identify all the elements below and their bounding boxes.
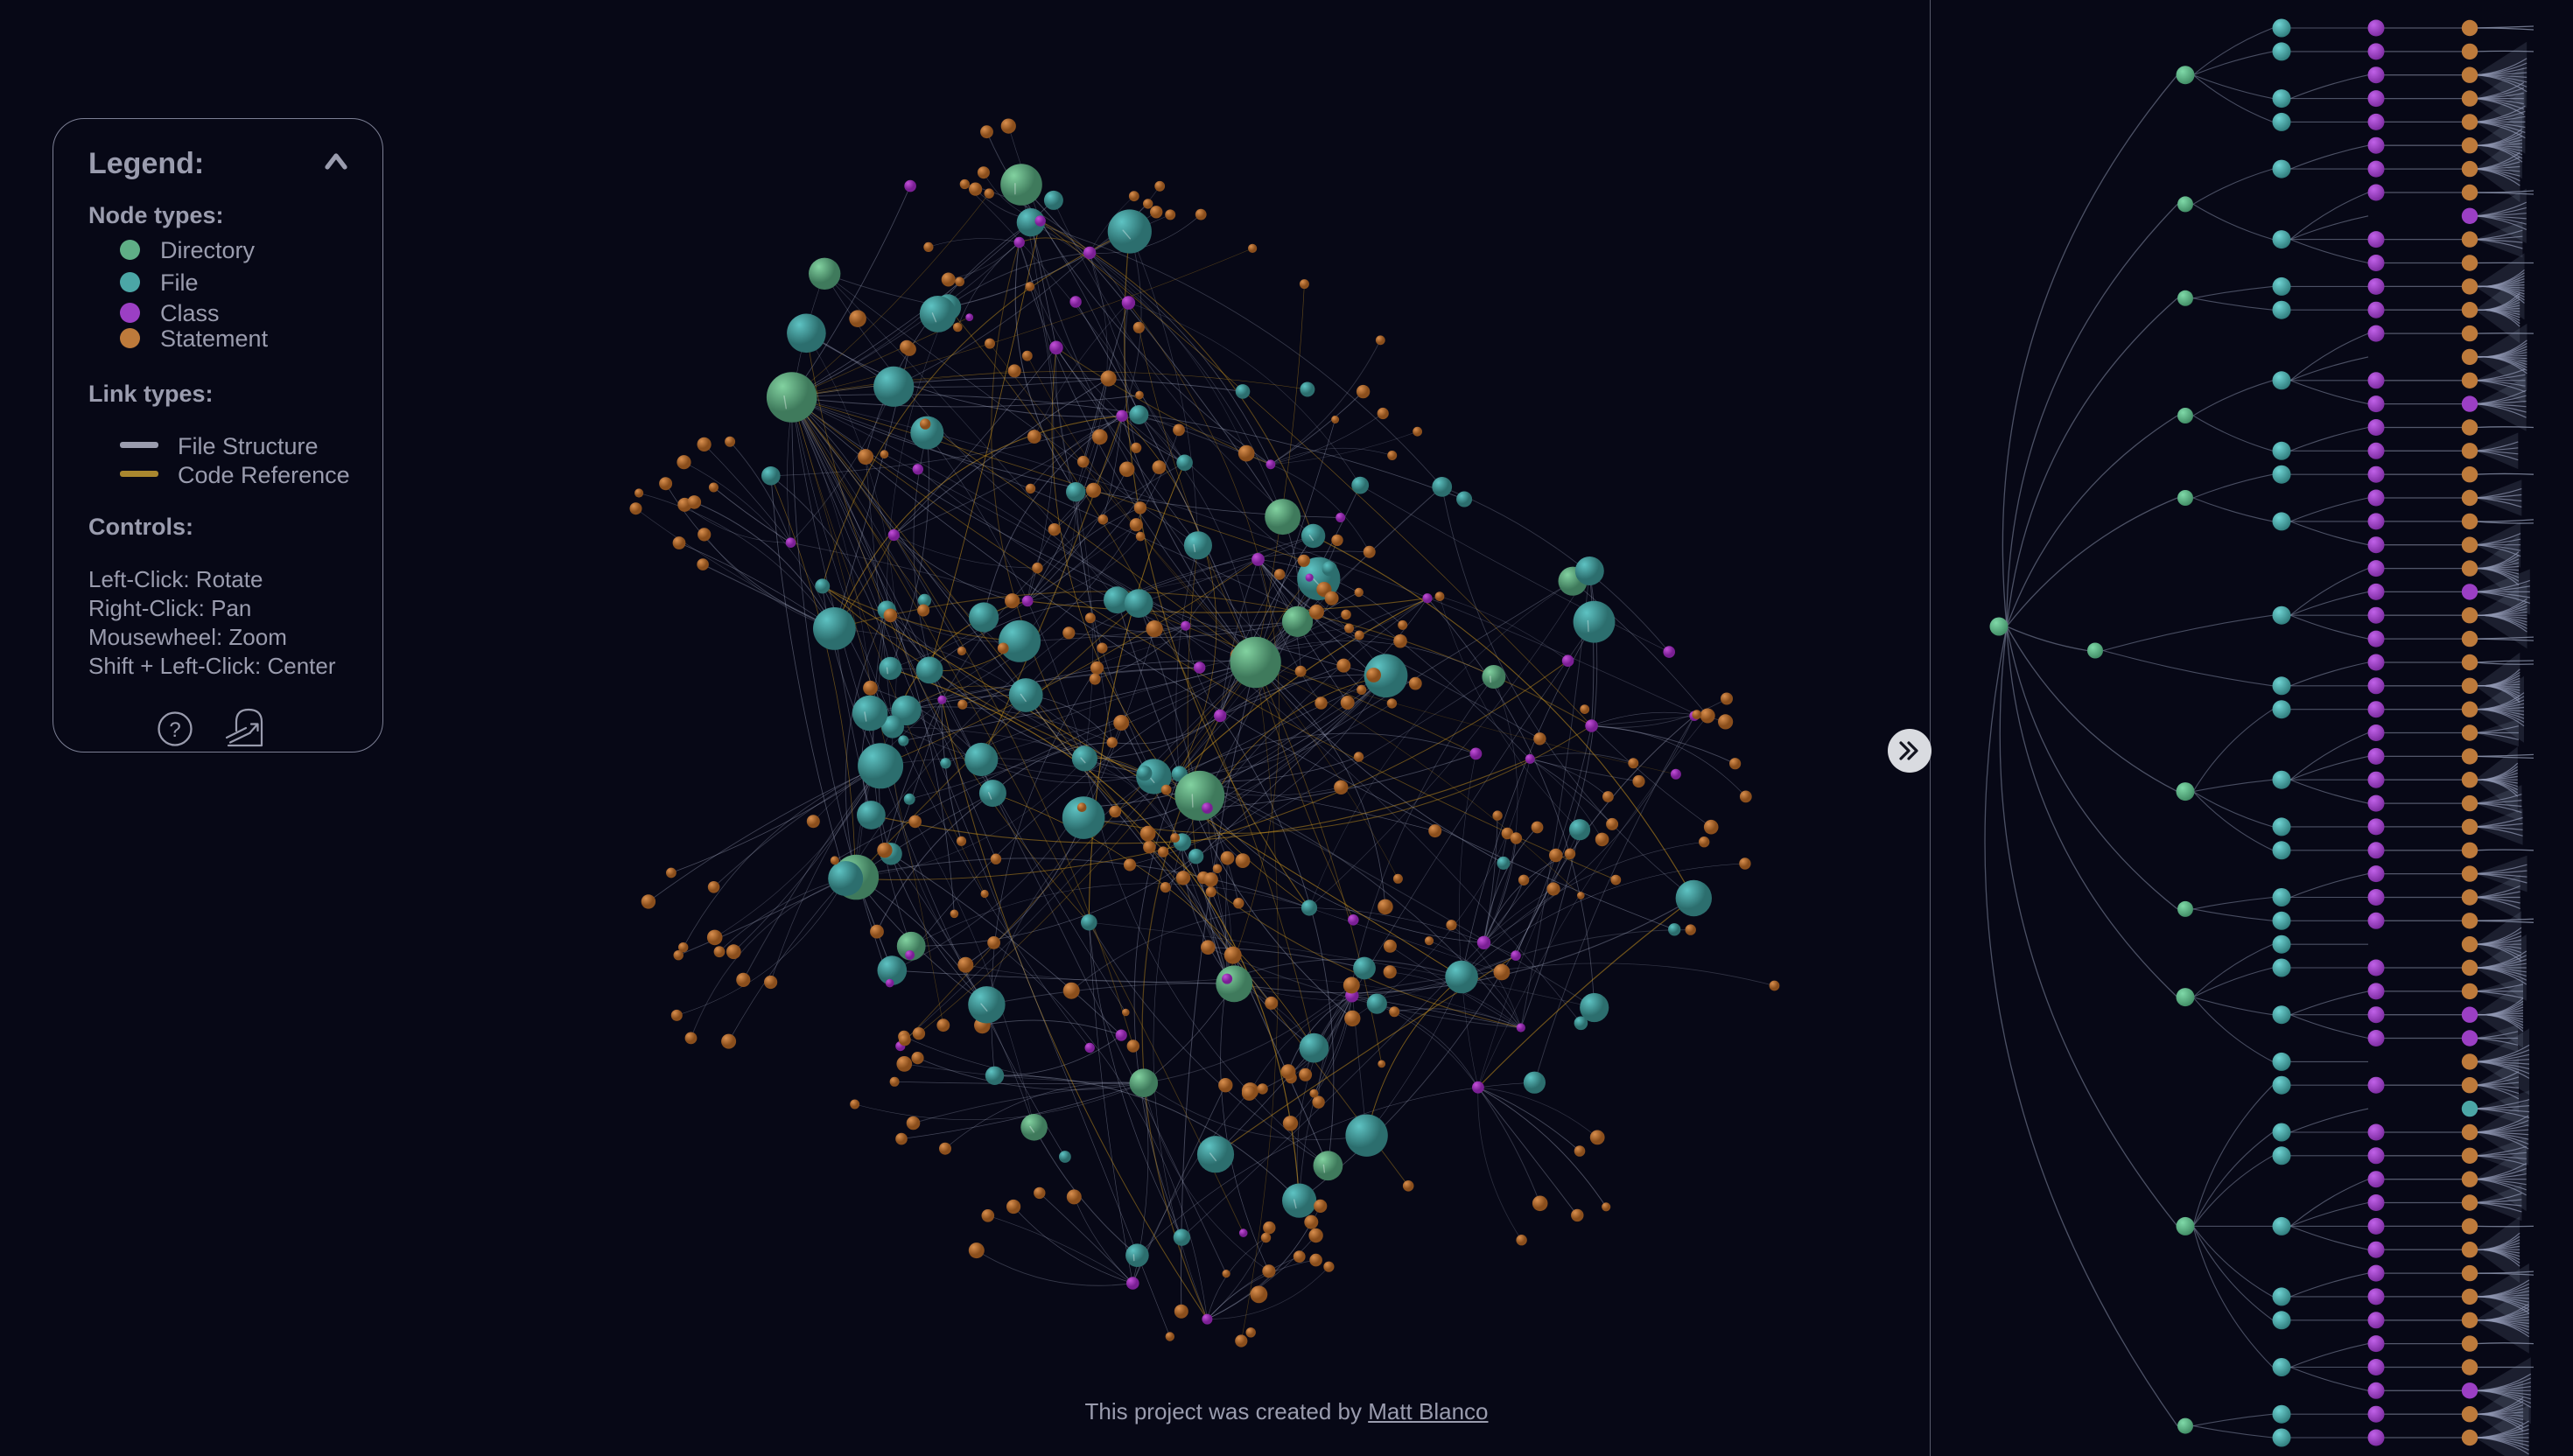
svg-text:?: ? xyxy=(169,718,180,742)
